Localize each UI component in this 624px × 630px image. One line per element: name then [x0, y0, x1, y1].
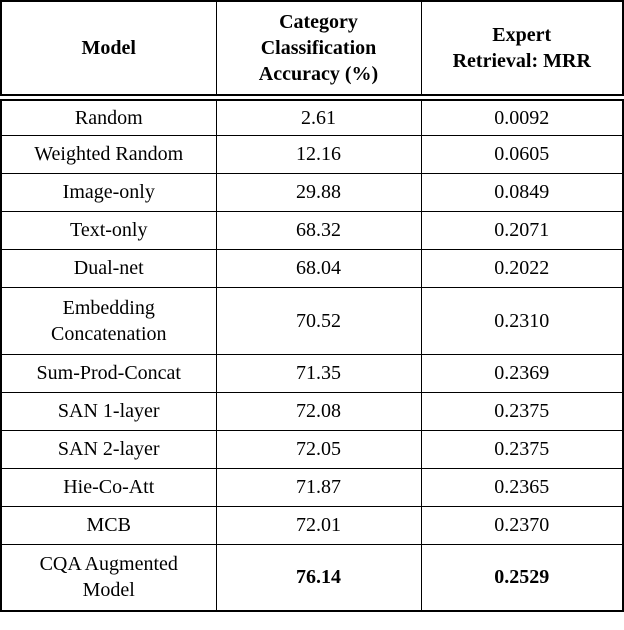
- table-row-embedding-concatenation: Embedding Concatenation 70.52 0.2310: [0, 286, 624, 355]
- mrr-cell: 0.0092: [420, 96, 624, 136]
- accuracy-cell: 71.35: [215, 353, 422, 393]
- header-mrr: Expert Retrieval: MRR: [420, 0, 624, 101]
- accuracy-cell: 70.52: [215, 286, 422, 355]
- mrr-cell: 0.2375: [420, 391, 624, 431]
- results-table: Model Category Classification Accuracy (…: [0, 0, 624, 612]
- table-row-random: Random 2.61 0.0092: [0, 96, 624, 136]
- model-cell: SAN 1-layer: [0, 391, 217, 431]
- mrr-cell-best: 0.2529: [420, 543, 624, 612]
- table-row-san-2-layer: SAN 2-layer 72.05 0.2375: [0, 429, 624, 469]
- accuracy-cell: 29.88: [215, 172, 422, 212]
- table-row-image-only: Image-only 29.88 0.0849: [0, 172, 624, 212]
- table-row-hie-co-att: Hie-Co-Att 71.87 0.2365: [0, 467, 624, 507]
- header-accuracy: Category Classification Accuracy (%): [215, 0, 422, 101]
- table-body: Random 2.61 0.0092 Weighted Random 12.16…: [0, 96, 624, 612]
- mrr-cell: 0.2310: [420, 286, 624, 355]
- mrr-cell: 0.2375: [420, 429, 624, 469]
- mrr-cell: 0.0849: [420, 172, 624, 212]
- header-model: Model: [0, 0, 217, 101]
- accuracy-cell: 68.04: [215, 248, 422, 288]
- mrr-cell: 0.2071: [420, 210, 624, 250]
- model-cell: Sum-Prod-Concat: [0, 353, 217, 393]
- accuracy-cell: 71.87: [215, 467, 422, 507]
- accuracy-cell: 2.61: [215, 96, 422, 136]
- accuracy-cell: 12.16: [215, 134, 422, 174]
- mrr-cell: 0.2022: [420, 248, 624, 288]
- model-cell: CQA Augmented Model: [0, 543, 217, 612]
- table-row-mcb: MCB 72.01 0.2370: [0, 505, 624, 545]
- table-row-weighted-random: Weighted Random 12.16 0.0605: [0, 134, 624, 174]
- model-cell: Weighted Random: [0, 134, 217, 174]
- model-cell: MCB: [0, 505, 217, 545]
- model-cell: Hie-Co-Att: [0, 467, 217, 507]
- model-cell: Random: [0, 96, 217, 136]
- header-row: Model Category Classification Accuracy (…: [0, 0, 624, 101]
- accuracy-cell-best: 76.14: [215, 543, 422, 612]
- model-cell: Dual-net: [0, 248, 217, 288]
- mrr-cell: 0.2365: [420, 467, 624, 507]
- model-cell: Text-only: [0, 210, 217, 250]
- model-cell: Image-only: [0, 172, 217, 212]
- accuracy-cell: 72.01: [215, 505, 422, 545]
- table-row-cqa-augmented-model: CQA Augmented Model 76.14 0.2529: [0, 543, 624, 612]
- table-row-dual-net: Dual-net 68.04 0.2022: [0, 248, 624, 288]
- table-row-san-1-layer: SAN 1-layer 72.08 0.2375: [0, 391, 624, 431]
- accuracy-cell: 72.05: [215, 429, 422, 469]
- mrr-cell: 0.2369: [420, 353, 624, 393]
- table-row-sum-prod-concat: Sum-Prod-Concat 71.35 0.2369: [0, 353, 624, 393]
- accuracy-cell: 72.08: [215, 391, 422, 431]
- table-header: Model Category Classification Accuracy (…: [0, 0, 624, 101]
- mrr-cell: 0.0605: [420, 134, 624, 174]
- mrr-cell: 0.2370: [420, 505, 624, 545]
- table-row-text-only: Text-only 68.32 0.2071: [0, 210, 624, 250]
- accuracy-cell: 68.32: [215, 210, 422, 250]
- model-cell: Embedding Concatenation: [0, 286, 217, 355]
- model-cell: SAN 2-layer: [0, 429, 217, 469]
